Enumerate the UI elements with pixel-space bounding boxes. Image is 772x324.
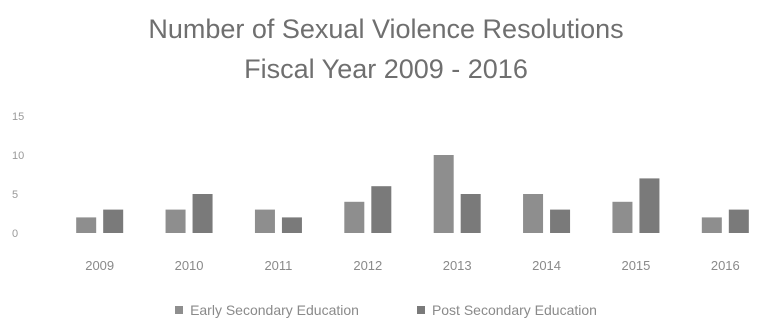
legend-swatch-post xyxy=(416,306,425,314)
y-tick-label-2: 10 xyxy=(12,150,24,162)
bar-early-2015 xyxy=(612,201,633,233)
chart-legend: Early Secondary Education Post Secondary… xyxy=(0,302,772,318)
legend-item-post: Post Secondary Education xyxy=(416,302,597,318)
bar-post-2016 xyxy=(728,209,749,233)
chart-title-line-2: Fiscal Year 2009 - 2016 xyxy=(244,54,528,84)
x-tick-label-2015: 2015 xyxy=(621,258,650,273)
bar-post-2012 xyxy=(371,186,392,233)
x-tick-label-2013: 2013 xyxy=(443,258,472,273)
bar-early-2010 xyxy=(165,209,186,233)
x-tick-label-2010: 2010 xyxy=(175,258,204,273)
legend-swatch-early xyxy=(175,306,184,314)
bar-post-2014 xyxy=(550,209,571,233)
bar-post-2015 xyxy=(639,178,660,233)
bar-early-2013 xyxy=(433,155,454,233)
x-tick-label-2011: 2011 xyxy=(264,258,292,273)
legend-label-post: Post Secondary Education xyxy=(431,302,597,318)
y-tick-label-3: 15 xyxy=(12,111,24,123)
y-tick-label-1: 5 xyxy=(12,189,18,201)
legend-label-early: Early Secondary Education xyxy=(190,302,359,318)
bar-early-2016 xyxy=(701,217,722,233)
bar-early-2012 xyxy=(344,201,365,233)
x-tick-label-2009: 2009 xyxy=(85,258,114,273)
legend-item-early: Early Secondary Education xyxy=(175,302,359,318)
chart-title-line-1: Number of Sexual Violence Resolutions xyxy=(148,14,624,44)
bar-post-2009 xyxy=(103,209,124,233)
bar-early-2014 xyxy=(523,194,544,233)
bar-post-2011 xyxy=(281,217,302,233)
bar-early-2009 xyxy=(76,217,97,233)
x-tick-label-2014: 2014 xyxy=(532,258,561,273)
x-tick-label-2012: 2012 xyxy=(353,258,382,273)
bar-early-2011 xyxy=(254,209,275,233)
y-tick-label-0: 0 xyxy=(12,228,18,240)
bar-post-2013 xyxy=(460,194,481,233)
bar-post-2010 xyxy=(192,194,213,233)
x-tick-label-2016: 2016 xyxy=(711,258,740,273)
